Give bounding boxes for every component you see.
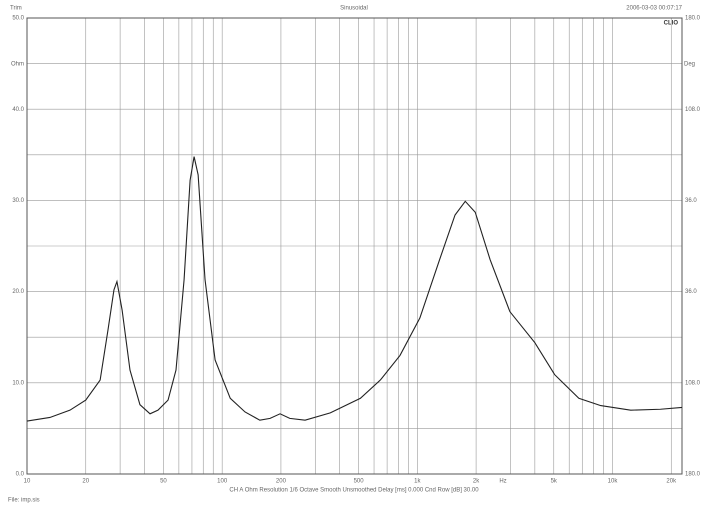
y-axis-label: Ohm — [11, 62, 24, 68]
x-tick-label: 100 — [217, 479, 228, 485]
file-text: File: imp.sis — [8, 498, 40, 504]
x-tick-label: 10k — [608, 479, 619, 485]
x-tick-label: 50 — [160, 479, 167, 485]
y-tick-label: 0.0 — [16, 472, 25, 478]
y2-tick-label: 180.0 — [685, 16, 701, 22]
y2-tick-label: 108.0 — [685, 107, 701, 113]
impedance-curve — [26, 156, 683, 422]
x-tick-label: 20k — [666, 479, 677, 485]
y2-axis-label: Deg — [684, 62, 695, 68]
timestamp: 2006-03-03 00:07:17 — [626, 6, 682, 12]
x-tick-label: 5k — [551, 479, 558, 485]
x-tick-label: 1k — [414, 479, 421, 485]
x-tick-label: 20 — [82, 479, 89, 485]
x-tick-label: 10 — [24, 479, 31, 485]
top-left-text: Trim — [10, 6, 22, 12]
footer-text: CH A Ohm Resolution 1/6 Octave Smooth Un… — [229, 488, 479, 494]
y-tick-label: 20.0 — [12, 289, 24, 295]
y2-tick-label: 108.0 — [685, 380, 701, 386]
chart-title: Sinusoidal — [340, 6, 368, 12]
x-tick-label: 200 — [276, 479, 287, 485]
plot-frame — [26, 17, 683, 475]
y2-tick-label: 180.0 — [685, 472, 701, 478]
y-tick-label: 50.0 — [12, 16, 24, 22]
y-tick-label: 40.0 — [12, 107, 24, 113]
x-tick-label: 2k — [473, 479, 480, 485]
y-tick-label: 10.0 — [12, 380, 24, 386]
y2-tick-label: 36.0 — [685, 289, 697, 295]
x-tick-label: 500 — [354, 479, 365, 485]
x-axis-label: Hz — [499, 479, 506, 485]
y2-tick-label: 36.0 — [685, 198, 697, 204]
y-tick-label: 30.0 — [12, 198, 24, 204]
